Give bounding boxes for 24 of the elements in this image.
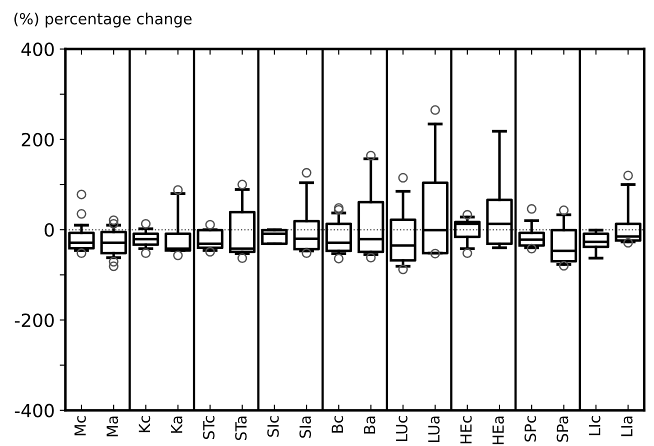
y-tick-label: 200 — [22, 132, 54, 146]
y-tick-label: -200 — [14, 313, 54, 328]
x-tick-label: STa — [235, 416, 247, 440]
x-tick-label: LUa — [428, 416, 440, 442]
x-tick-label: Mc — [74, 416, 86, 436]
x-tick-label: Ma — [106, 416, 118, 436]
x-tick-label: HEc — [460, 416, 472, 444]
x-tick-label: STc — [202, 416, 215, 440]
x-tick-label: Ka — [171, 416, 182, 433]
y-tick-label: -400 — [14, 404, 54, 418]
x-tick-label: SPc — [524, 416, 536, 442]
x-tick-label: LUc — [396, 416, 408, 442]
x-tick-label: Ba — [364, 416, 376, 434]
x-tick-label: HEa — [492, 416, 504, 444]
x-tick-label: LIa — [621, 416, 633, 436]
x-tick-label: Bc — [332, 416, 344, 433]
y-tick-label: 0 — [44, 223, 54, 237]
x-tick-label: SPa — [556, 416, 568, 442]
x-tick-label: SIc — [267, 416, 279, 437]
y-axis-title: (%) percentage change — [14, 12, 192, 28]
x-tick-label: SIa — [299, 416, 311, 438]
y-tick-label: 400 — [21, 42, 54, 56]
x-tick-label: LIc — [589, 416, 600, 436]
x-tick-label: Kc — [138, 416, 150, 432]
